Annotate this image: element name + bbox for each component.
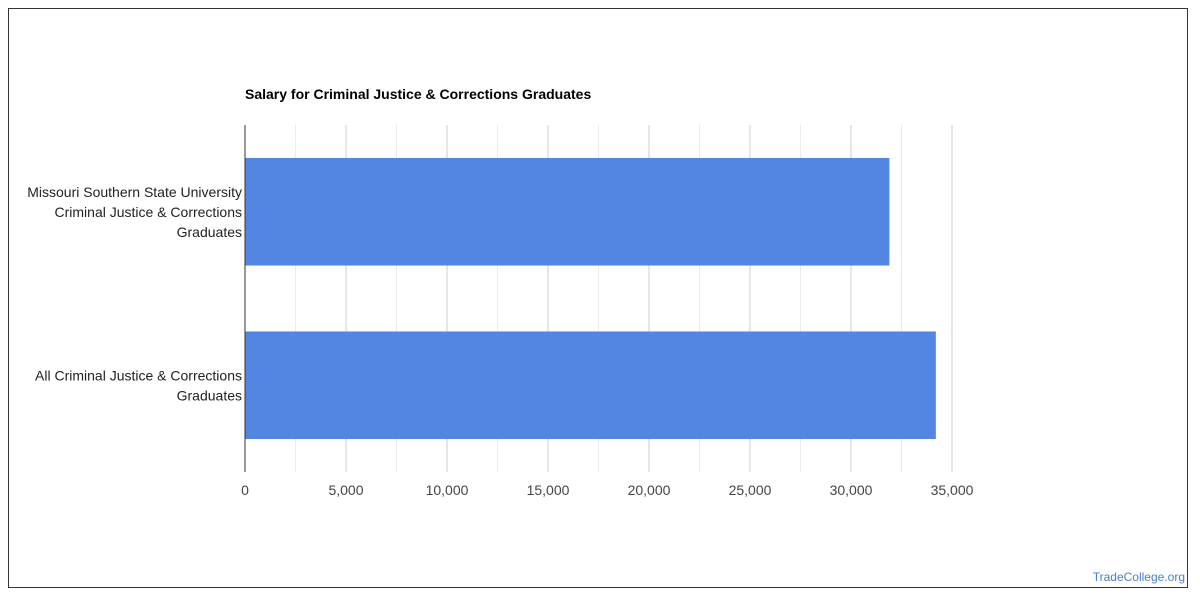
x-tick-label: 15,000: [527, 482, 570, 498]
watermark-link[interactable]: TradeCollege.org: [1092, 570, 1185, 584]
category-labels: Missouri Southern State University Crimin…: [27, 184, 242, 404]
category-label-line: Criminal Justice & Corrections: [55, 204, 243, 220]
category-label-0: Missouri Southern State University Crimin…: [27, 184, 242, 240]
chart-title: Salary for Criminal Justice & Correction…: [245, 86, 591, 102]
x-tick-label: 20,000: [628, 482, 671, 498]
category-label-line: Graduates: [177, 224, 242, 240]
x-tick-label: 10,000: [426, 482, 469, 498]
category-label-line: All Criminal Justice & Corrections: [35, 367, 242, 383]
x-tick-label: 35,000: [931, 482, 974, 498]
category-label-line: Graduates: [177, 387, 242, 403]
x-tick-label: 0: [241, 482, 249, 498]
bar-1[interactable]: [245, 331, 936, 440]
x-tick-label: 25,000: [729, 482, 772, 498]
x-tick-label: 5,000: [328, 482, 363, 498]
x-tick-labels: 0 5,000 10,000 15,000 20,000 25,000 30,000 35,0…: [241, 482, 974, 498]
category-label-line: Missouri Southern State University: [27, 184, 242, 200]
bars: [245, 157, 936, 440]
bar-0[interactable]: [245, 157, 890, 266]
category-label-1: All Criminal Justice & Corrections Gradua…: [35, 367, 242, 403]
x-tick-label: 30,000: [830, 482, 873, 498]
